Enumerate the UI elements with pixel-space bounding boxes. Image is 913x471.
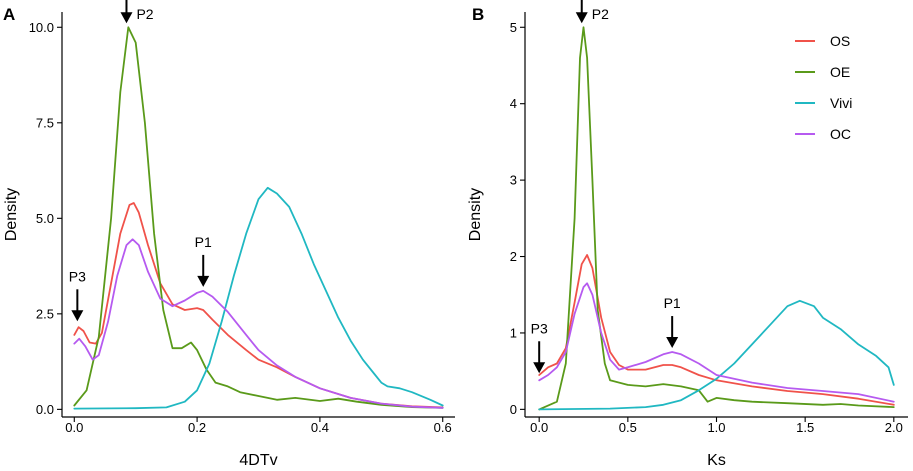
panel-b-y-tick-label: 1 xyxy=(510,325,517,340)
panel-a-curve-oe xyxy=(73,26,444,409)
panel-b-y-axis-title: Density xyxy=(467,188,484,241)
panel-b-curve-oe xyxy=(538,26,895,411)
legend: OS OE Vivi OC xyxy=(795,33,852,142)
panel-a-y-tick-label: 2.5 xyxy=(36,306,54,321)
panel-b-annotation-arrowhead xyxy=(666,337,679,349)
panel-b-y-tick-label: 5 xyxy=(510,20,517,35)
panel-a-y-tick-label: 10.0 xyxy=(29,20,54,35)
panel-b-annotation-label: P1 xyxy=(664,295,681,311)
panel-b-annotation-label: P3 xyxy=(531,320,548,336)
panel-a-x-axis-title: 4DTv xyxy=(239,452,277,469)
legend-label-oe: OE xyxy=(830,64,850,80)
panel-b-y-tick-label: 4 xyxy=(510,96,517,111)
panel-a-annotation-label: P1 xyxy=(195,234,212,250)
panel-letter-a: A xyxy=(3,5,15,24)
panel-a-y-tick-label: 5.0 xyxy=(36,211,54,226)
panel-b-curve-oc xyxy=(538,282,895,403)
panel-b-annotation-arrowhead xyxy=(575,12,588,24)
panel-b-x-tick-label: 1.5 xyxy=(796,420,814,435)
panel-a-curve-os xyxy=(73,202,444,409)
panel-a-y-tick-label: 7.5 xyxy=(36,115,54,130)
panel-a-annotation-label: P3 xyxy=(69,268,86,284)
panel-a-x-tick-label: 0.4 xyxy=(311,420,329,435)
legend-label-vivi: Vivi xyxy=(830,95,852,111)
panel-a-x-tick-label: 0.2 xyxy=(188,420,206,435)
panel-b-curve-os xyxy=(538,254,895,406)
legend-label-oc: OC xyxy=(830,126,851,142)
panel-b-x-tick-label: 2.0 xyxy=(885,420,903,435)
panel-a-annotation-arrowhead xyxy=(120,12,133,24)
panel-a-y-axis-title: Density xyxy=(3,188,20,241)
panel-a-curve-oc xyxy=(73,238,444,409)
panel-a-y-tick-label: 0.0 xyxy=(36,402,54,417)
panel-b-x-tick-label: 0.0 xyxy=(530,420,548,435)
panel-a-x-tick-label: 0.6 xyxy=(434,420,452,435)
panel-b-x-tick-label: 1.0 xyxy=(707,420,725,435)
panel-b-x-axis-title: Ks xyxy=(707,452,726,469)
panel-letter-b: B xyxy=(472,5,484,24)
panel-b-curve-vivi xyxy=(538,299,895,411)
panel-b-y-tick-label: 2 xyxy=(510,249,517,264)
panel-b-y-tick-label: 0 xyxy=(510,402,517,417)
panel-a-curve-vivi xyxy=(73,186,444,410)
panel-a-x-tick-label: 0.0 xyxy=(65,420,83,435)
panel-a-annotation-arrowhead xyxy=(71,310,84,322)
panel-b-annotation-label: P2 xyxy=(592,6,609,22)
panel-b-y-tick-label: 3 xyxy=(510,173,517,188)
panel-a-annotation-arrowhead xyxy=(197,275,210,287)
panel-b-annotation-arrowhead xyxy=(533,362,546,374)
panel-a-density-chart: 0.0 0.2 0.4 0.6 0.0 2.5 5.0 7.5 10.0 4DTv Density P… xyxy=(3,0,455,469)
panel-a-annotation-label: P2 xyxy=(136,6,153,22)
panel-b-density-chart: 0.0 0.5 1.0 1.5 2.0 0 1 2 3 4 5 Ks Density P2 P1 P3 xyxy=(467,0,908,469)
panel-b-x-tick-label: 0.5 xyxy=(619,420,637,435)
legend-label-os: OS xyxy=(830,33,850,49)
